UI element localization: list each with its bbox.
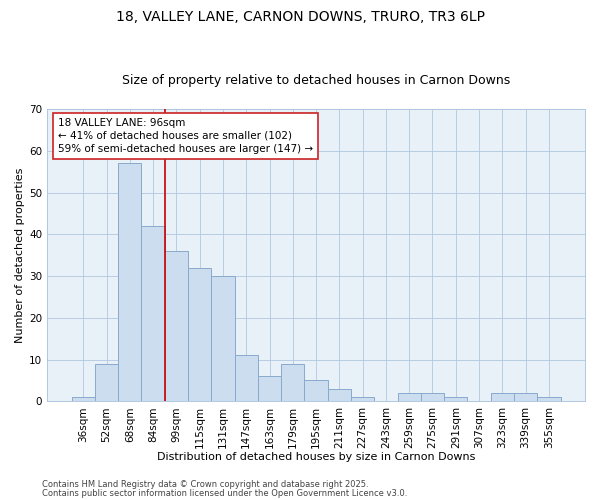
Bar: [95, 364, 118, 402]
Bar: [514, 393, 537, 402]
Bar: [118, 164, 142, 402]
Title: Size of property relative to detached houses in Carnon Downs: Size of property relative to detached ho…: [122, 74, 510, 87]
Text: 18 VALLEY LANE: 96sqm
← 41% of detached houses are smaller (102)
59% of semi-det: 18 VALLEY LANE: 96sqm ← 41% of detached …: [58, 118, 313, 154]
Bar: [444, 397, 467, 402]
Bar: [491, 393, 514, 402]
Text: Contains HM Land Registry data © Crown copyright and database right 2025.: Contains HM Land Registry data © Crown c…: [42, 480, 368, 489]
X-axis label: Distribution of detached houses by size in Carnon Downs: Distribution of detached houses by size …: [157, 452, 475, 462]
Bar: [258, 376, 281, 402]
Bar: [304, 380, 328, 402]
Text: Contains public sector information licensed under the Open Government Licence v3: Contains public sector information licen…: [42, 488, 407, 498]
Bar: [71, 397, 95, 402]
Bar: [351, 397, 374, 402]
Y-axis label: Number of detached properties: Number of detached properties: [15, 168, 25, 343]
Bar: [328, 389, 351, 402]
Bar: [537, 397, 560, 402]
Bar: [211, 276, 235, 402]
Bar: [235, 356, 258, 402]
Bar: [398, 393, 421, 402]
Bar: [281, 364, 304, 402]
Text: 18, VALLEY LANE, CARNON DOWNS, TRURO, TR3 6LP: 18, VALLEY LANE, CARNON DOWNS, TRURO, TR…: [115, 10, 485, 24]
Bar: [188, 268, 211, 402]
Bar: [421, 393, 444, 402]
Bar: [142, 226, 165, 402]
Bar: [165, 251, 188, 402]
